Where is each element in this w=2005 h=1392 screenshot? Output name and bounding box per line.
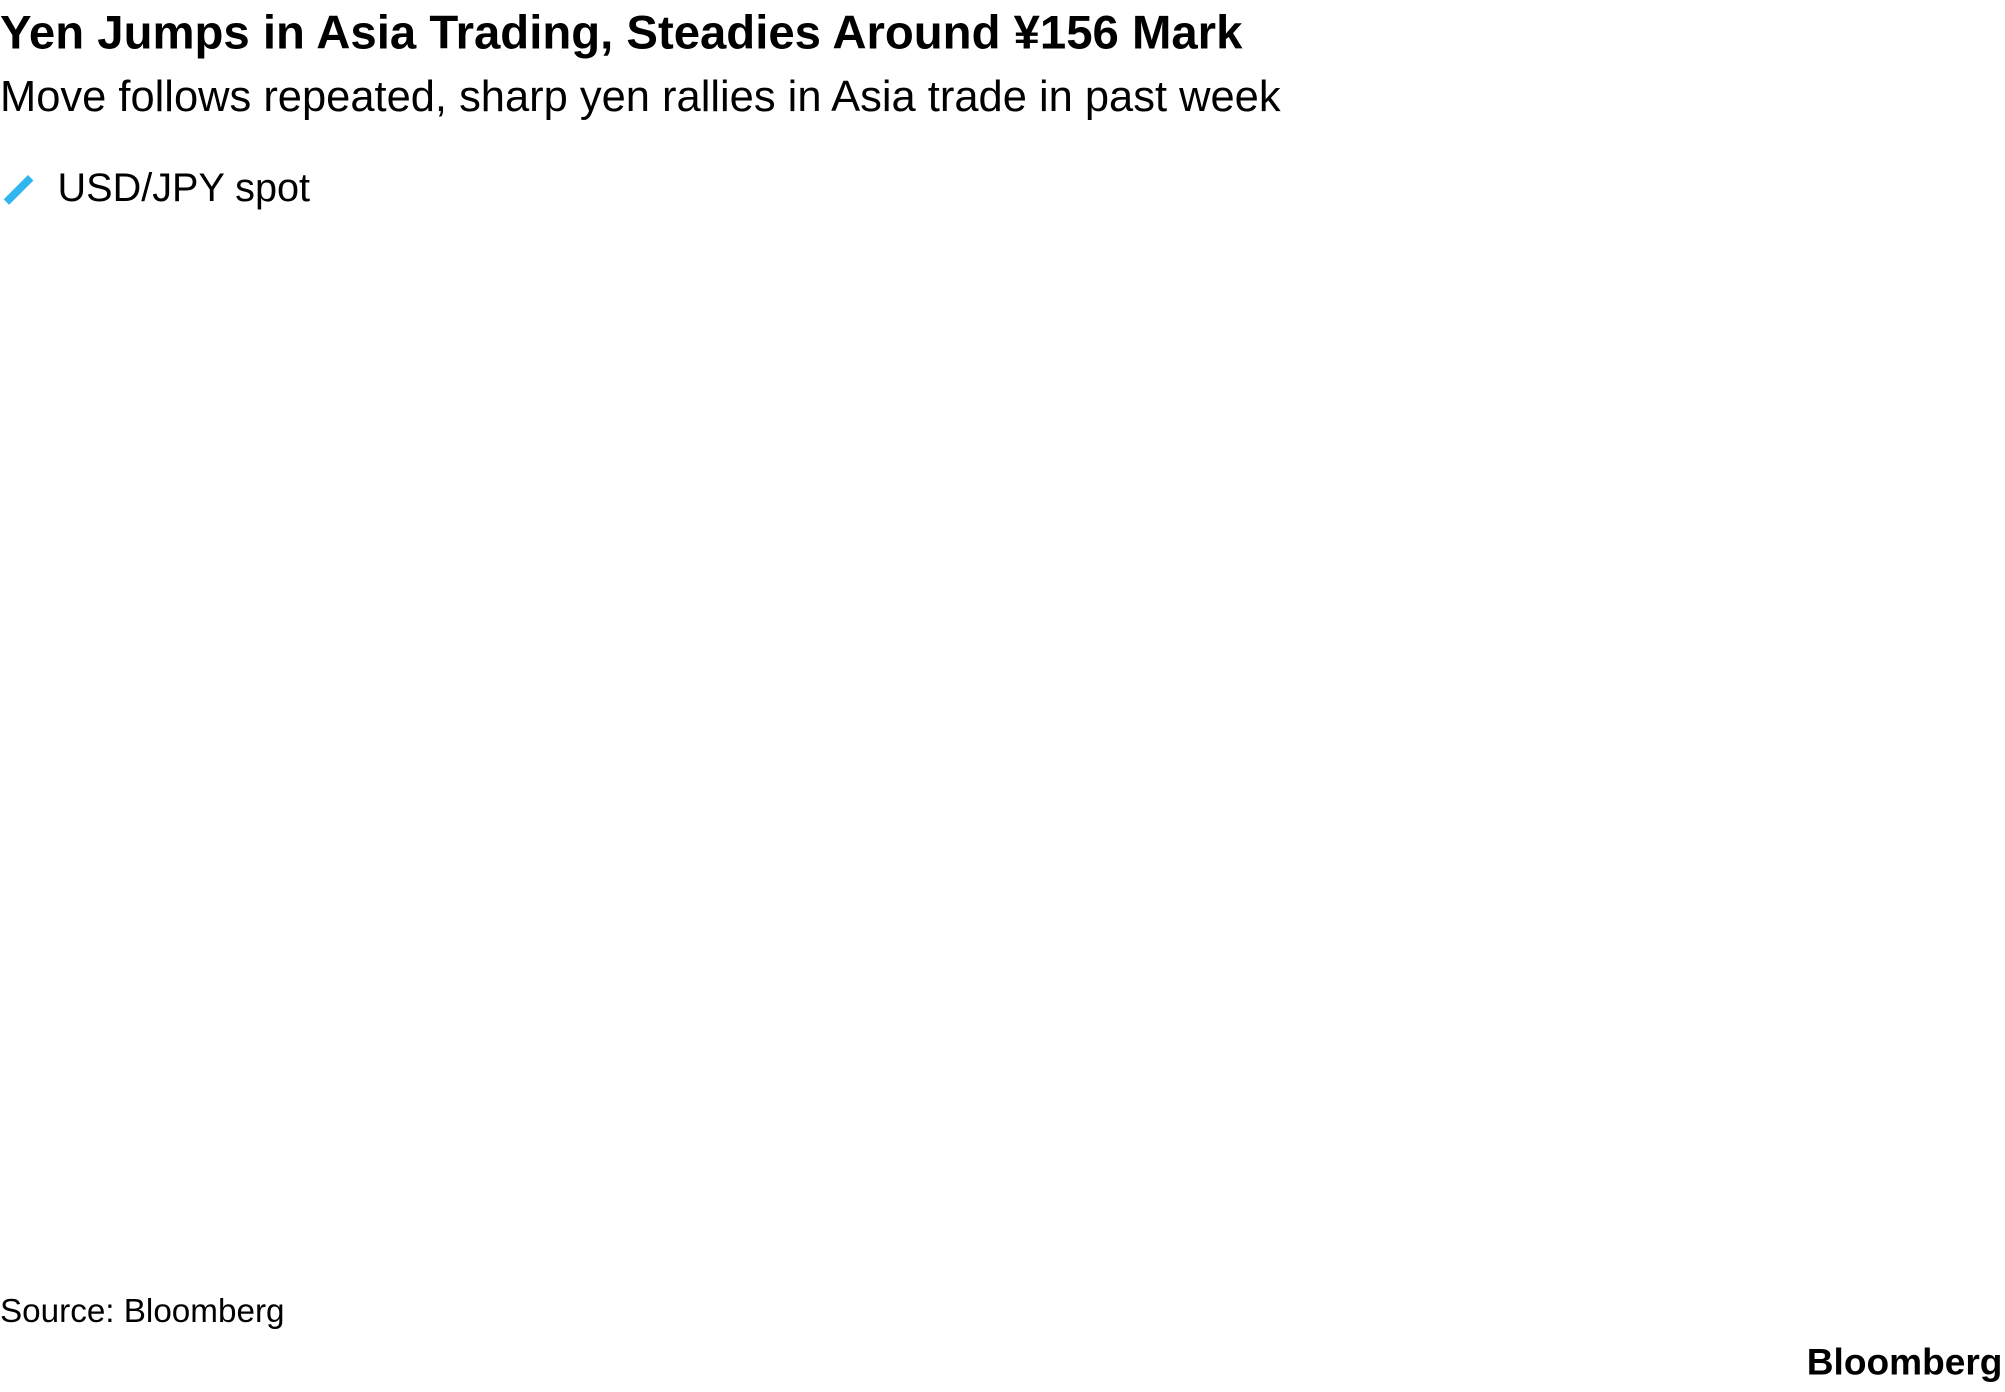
brand: Bloomberg — [1807, 1341, 2003, 1383]
source: Source: Bloomberg — [0, 1293, 285, 1330]
legend-label: USD/JPY spot — [58, 166, 311, 210]
legend-swatch — [3, 175, 34, 205]
chart-subtitle: Move follows repeated, sharp yen rallies… — [0, 73, 1281, 121]
legend: USD/JPY spot — [3, 166, 311, 210]
chart-title: Yen Jumps in Asia Trading, Steadies Arou… — [0, 7, 1243, 60]
